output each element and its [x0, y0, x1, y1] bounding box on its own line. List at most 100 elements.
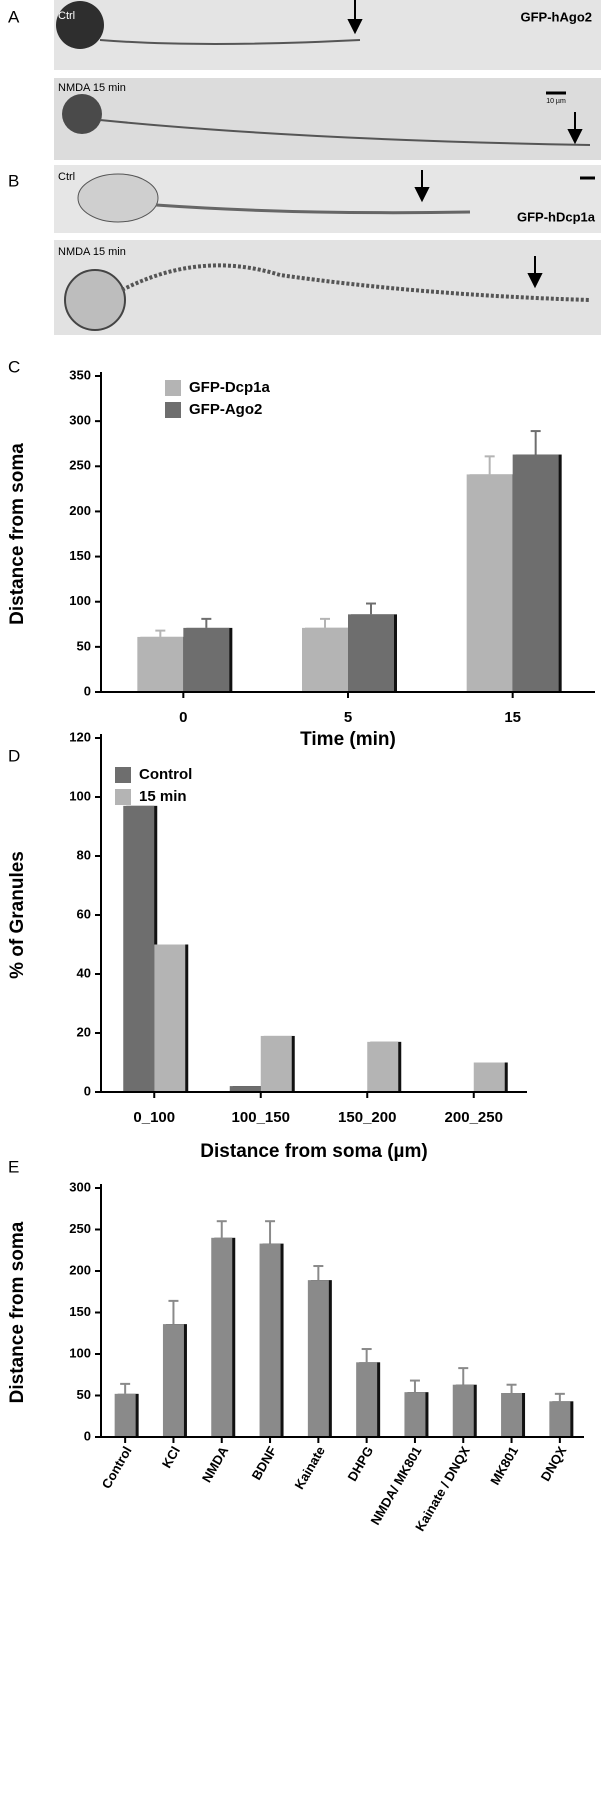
y-axis-title: Distance from soma: [7, 443, 28, 625]
dendrite: [155, 203, 471, 215]
y-tick-label: 150: [69, 1304, 91, 1319]
bar: [452, 1384, 474, 1437]
x-tick-label: DNQX: [538, 1443, 570, 1483]
panel-label: C: [8, 357, 20, 376]
dendrite: [99, 119, 591, 146]
bar: [307, 1280, 329, 1437]
panel-label: E: [8, 1157, 19, 1176]
soma: [64, 269, 126, 331]
y-tick-label: 0: [84, 1428, 91, 1443]
panel-a: A Ctrl GFP-hAgo2 NMDA 15 min 10 µm: [8, 0, 601, 160]
y-tick-label: 50: [77, 638, 91, 653]
legend-label: Control: [139, 766, 192, 783]
bar: [260, 1035, 292, 1092]
caption: NMDA 15 min: [58, 246, 126, 258]
y-tick-label: 250: [69, 458, 91, 473]
x-axis-title: Distance from soma (µm): [200, 1141, 427, 1162]
y-tick-label: 300: [69, 1179, 91, 1194]
soma: [56, 1, 104, 49]
y-tick-label: 350: [69, 367, 91, 382]
legend-label: 15 min: [139, 788, 187, 805]
bar: [473, 1062, 505, 1092]
x-tick-label: BDNF: [249, 1444, 280, 1483]
bar: [123, 805, 155, 1092]
legend-swatch: [165, 380, 181, 396]
soma: [77, 173, 159, 223]
y-tick-label: 0: [84, 683, 91, 698]
bar: [162, 1324, 184, 1437]
legend-swatch: [115, 789, 131, 805]
bar: [183, 627, 230, 692]
y-tick-label: 40: [77, 965, 91, 980]
bar: [512, 454, 559, 692]
x-tick-label: 15: [504, 709, 521, 726]
bar: [356, 1362, 378, 1437]
bar: [348, 614, 394, 692]
dendrite: [99, 39, 361, 45]
x-tick-label: 100_150: [232, 1109, 290, 1126]
scale-label: 10 µm: [546, 98, 566, 105]
y-tick-label: 120: [69, 729, 91, 744]
x-tick-label: NMDA/ MK801: [367, 1444, 424, 1528]
y-tick-label: 80: [77, 847, 91, 862]
legend-label: GFP-Dcp1a: [189, 379, 271, 396]
x-tick-label: Kainate: [291, 1444, 327, 1492]
y-tick-label: 300: [69, 413, 91, 428]
x-tick-label: 0: [179, 709, 187, 726]
x-tick-label: NMDA: [199, 1443, 232, 1485]
arrow: [347, 0, 363, 35]
caption: NMDA 15 min: [58, 82, 126, 94]
panel-label: A: [8, 7, 20, 26]
x-tick-label: Control: [99, 1444, 135, 1492]
x-tick-label: KCl: [159, 1444, 183, 1471]
legend-label: GFP-Ago2: [189, 401, 262, 418]
x-tick-label: DHPG: [344, 1444, 376, 1484]
y-tick-label: 50: [77, 1387, 91, 1402]
bar: [114, 1393, 136, 1437]
x-tick-label: 5: [344, 709, 352, 726]
x-tick-label: MK801: [487, 1444, 521, 1488]
bar: [549, 1401, 571, 1437]
x-tick-label: 0_100: [133, 1109, 175, 1126]
y-tick-label: 0: [84, 1083, 91, 1098]
caption: Ctrl: [58, 10, 75, 22]
panel-label: D: [8, 746, 20, 765]
micrograph: [54, 240, 601, 335]
y-tick-label: 100: [69, 788, 91, 803]
y-tick-label: 150: [69, 548, 91, 563]
y-tick-label: 60: [77, 906, 91, 921]
y-tick-label: 200: [69, 1262, 91, 1277]
marker-label: GFP-hAgo2: [521, 9, 593, 24]
micrograph: [54, 78, 601, 160]
x-axis-title: Time (min): [300, 729, 396, 750]
arrow: [414, 170, 430, 203]
x-tick-label: Kainate / DNQX: [412, 1443, 473, 1533]
caption: Ctrl: [58, 171, 75, 183]
bar: [154, 944, 186, 1092]
arrow: [527, 256, 543, 289]
y-tick-label: 200: [69, 503, 91, 518]
arrow: [567, 112, 583, 145]
y-tick-label: 100: [69, 1345, 91, 1360]
bar: [466, 474, 513, 692]
bar: [137, 636, 184, 692]
y-axis-title: % of Granules: [7, 851, 28, 979]
legend-swatch: [165, 402, 181, 418]
marker-label: GFP-hDcp1a: [517, 209, 596, 224]
legend-swatch: [115, 767, 131, 783]
bar: [229, 1086, 261, 1092]
dendrite: [121, 263, 591, 302]
y-tick-label: 250: [69, 1221, 91, 1236]
bar: [259, 1243, 281, 1437]
bar: [302, 627, 348, 692]
x-tick-label: 200_250: [445, 1109, 503, 1126]
bar: [211, 1237, 233, 1437]
bar: [367, 1041, 399, 1092]
soma: [62, 94, 102, 134]
bar: [404, 1392, 426, 1437]
bar: [501, 1393, 523, 1437]
y-axis-title: Distance from soma: [7, 1221, 28, 1403]
y-tick-label: 100: [69, 593, 91, 608]
panel-b: B Ctrl GFP-hDcp1a NMDA 15 min: [8, 165, 601, 335]
